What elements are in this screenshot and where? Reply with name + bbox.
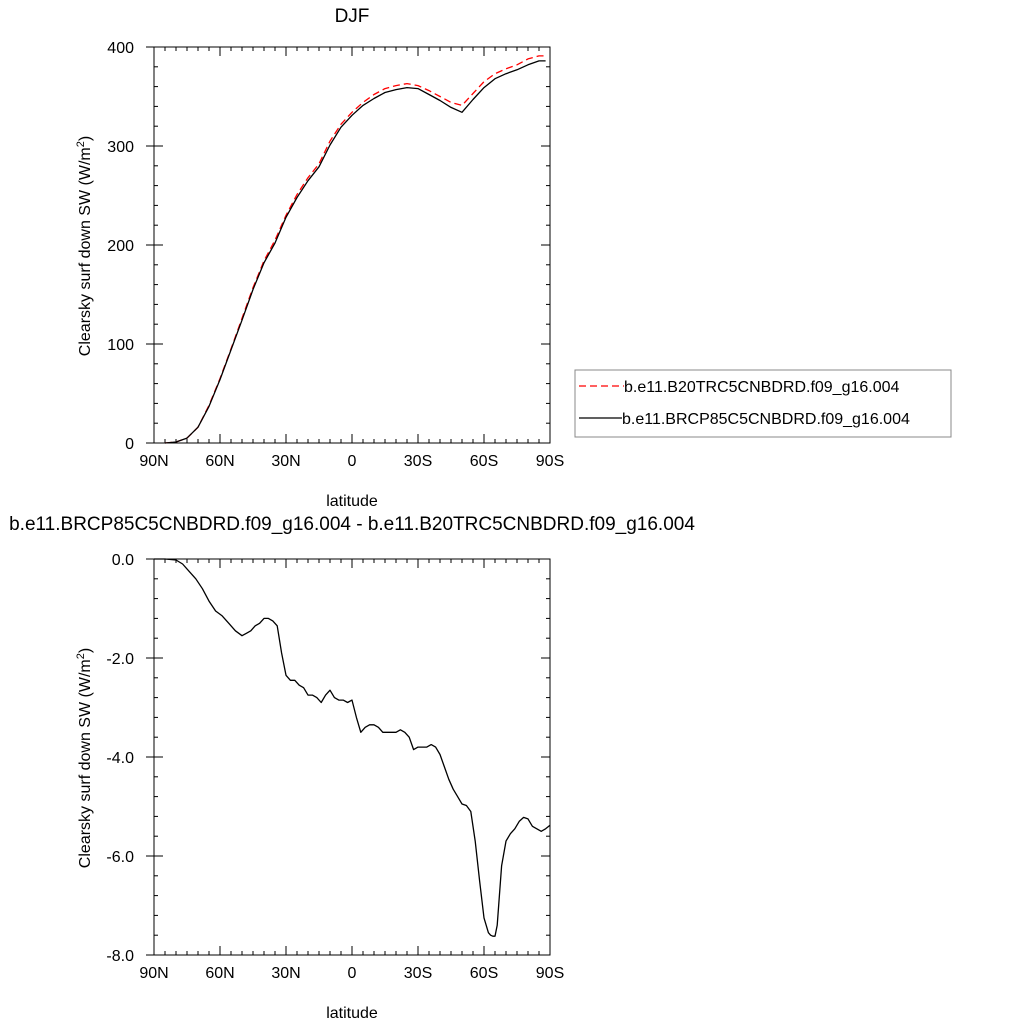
- bottom-series-line-solid: [154, 558, 551, 937]
- bottom-chart-ylabel-text: Clearsky surf down SW (W/m2): [75, 648, 94, 868]
- top-chart-ylabel-suffix: ): [77, 136, 94, 141]
- bottom-chart-xlabel: latitude: [326, 1005, 378, 1022]
- top-ytick-label: 100: [107, 337, 134, 354]
- bottom-chart-ylabel-main: Clearsky surf down SW (W/m: [77, 659, 94, 868]
- bottom-xtick-label: 0: [348, 965, 357, 982]
- bottom-chart-title: b.e11.BRCP85C5CNBDRD.f09_g16.004 - b.e11…: [9, 514, 695, 535]
- bottom-ytick-label: 0.0: [112, 552, 134, 569]
- bottom-xtick-label: 90N: [139, 965, 168, 982]
- bottom-xtick-label: 60S: [470, 965, 498, 982]
- top-series-line-solid: [164, 60, 546, 444]
- bottom-chart-frame: [153, 558, 551, 956]
- bottom-chart-ylabel: Clearsky surf down SW (W/m2): [75, 648, 94, 868]
- top-chart-axes: 90N 60N 30N 0 30S 60S 90S 0 100 200 300 400: [107, 40, 564, 470]
- bottom-ytick-label: -6.0: [106, 849, 134, 866]
- top-chart-ylabel-text: Clearsky surf down SW (W/m2): [75, 136, 94, 356]
- legend-box: [574, 369, 952, 438]
- bottom-chart: b.e11.BRCP85C5CNBDRD.f09_g16.004 - b.e11…: [9, 514, 695, 1022]
- bottom-xtick-label: 30S: [404, 965, 432, 982]
- top-chart-ylabel: Clearsky surf down SW (W/m2): [75, 136, 94, 356]
- bottom-xtick-label: 90S: [536, 965, 564, 982]
- top-chart: DJF Clearsky surf down SW (W/m2) latitud…: [75, 6, 564, 510]
- top-xtick-label: 90N: [139, 453, 168, 470]
- legend-label-solid: b.e11.BRCP85C5CNBDRD.f09_g16.004: [622, 411, 910, 428]
- top-ytick-label: 0: [125, 436, 134, 453]
- bottom-chart-series: [154, 558, 551, 937]
- bottom-xtick-label: 60N: [205, 965, 234, 982]
- top-chart-ylabel-main: Clearsky surf down SW (W/m: [77, 147, 94, 356]
- bottom-ytick-label: -4.0: [106, 750, 134, 767]
- top-ytick-label: 400: [107, 40, 134, 57]
- bottom-chart-ylabel-sup: 2: [75, 653, 87, 659]
- top-ytick-label: 200: [107, 238, 134, 255]
- top-chart-ylabel-sup: 2: [75, 141, 87, 147]
- bottom-chart-ylabel-suffix: ): [77, 648, 94, 653]
- bottom-xtick-label: 30N: [271, 965, 300, 982]
- top-xtick-label: 90S: [536, 453, 564, 470]
- top-chart-frame: [153, 46, 551, 444]
- bottom-chart-axes: 90N 60N 30N 0 30S 60S 90S 0.0 -2.0 -4.0 -6.0 -8.0: [106, 552, 564, 982]
- top-chart-title: DJF: [335, 6, 370, 27]
- top-chart-series: [164, 55, 546, 444]
- top-xtick-label: 30S: [404, 453, 432, 470]
- top-series-line-dashed: [164, 55, 546, 444]
- top-xtick-label: 60N: [205, 453, 234, 470]
- top-xtick-label: 0: [348, 453, 357, 470]
- top-ytick-label: 300: [107, 139, 134, 156]
- bottom-ytick-label: -8.0: [106, 948, 134, 965]
- top-xtick-label: 60S: [470, 453, 498, 470]
- legend-label-dashed: b.e11.B20TRC5CNBDRD.f09_g16.004: [624, 379, 900, 396]
- top-chart-xlabel: latitude: [326, 493, 378, 510]
- top-chart-legend: b.e11.B20TRC5CNBDRD.f09_g16.004 b.e11.BR…: [574, 369, 952, 438]
- top-xtick-label: 30N: [271, 453, 300, 470]
- bottom-ytick-label: -2.0: [106, 651, 134, 668]
